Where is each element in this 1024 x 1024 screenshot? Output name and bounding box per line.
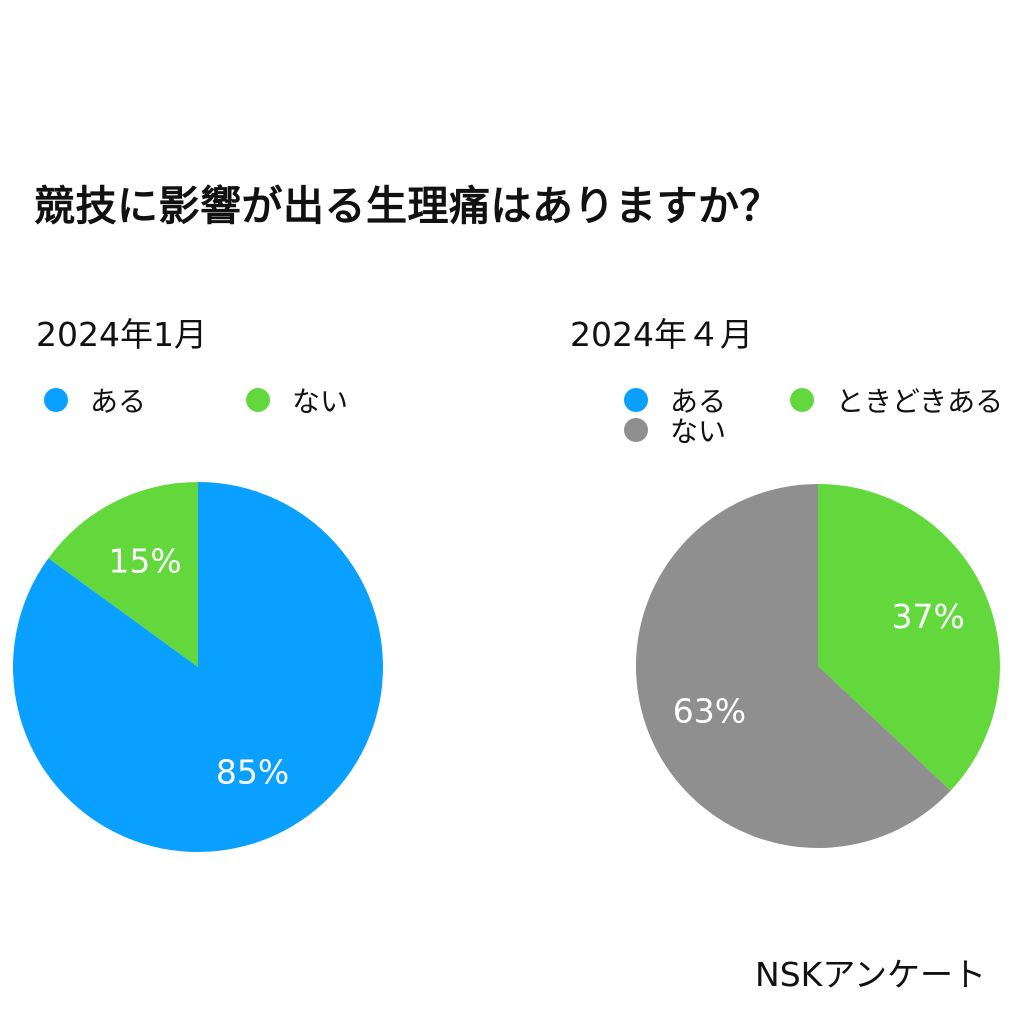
legend-label: ない [292, 385, 349, 418]
chart2-subtitle: 2024年４月 [570, 315, 753, 354]
chart2-legend-aru: ある [624, 380, 726, 420]
pie-slice-0 [818, 484, 1000, 791]
chart2-legend-nai: ない [624, 410, 726, 450]
chart-title: 競技に影響が出る生理痛はありますか？ [34, 182, 781, 230]
pie-slice-1 [636, 484, 951, 848]
chart1-subtitle: 2024年1月 [36, 315, 207, 354]
legend-label: ある [670, 385, 727, 418]
legend-dot-icon [246, 388, 270, 412]
legend-dot-icon [624, 418, 648, 442]
source-label: NSKアンケート [755, 955, 986, 994]
chart2-pie: 37% 63% [636, 484, 1000, 848]
legend-label: ある [90, 385, 147, 418]
pie-slice-0 [48, 482, 199, 667]
legend-dot-icon [44, 388, 68, 412]
legend-dot-icon [790, 388, 814, 412]
legend-label: ない [670, 415, 727, 448]
pie-slice-label-1: 85% [216, 753, 289, 792]
pie-slice-label-0: 15% [108, 542, 181, 581]
chart1-legend-aru: ある [44, 380, 146, 420]
chart1-legend-nai: ない [246, 380, 348, 420]
chart1-pie: 15% 85% [12, 482, 384, 852]
chart2-legend-tokidoki: ときどきある [790, 380, 1003, 420]
legend-label: ときどきある [836, 385, 1004, 418]
legend-dot-icon [624, 388, 648, 412]
pie-slice-label-0: 37% [892, 597, 965, 636]
pie-slice-label-1: 63% [673, 691, 746, 730]
pie-slice-1 [12, 482, 384, 852]
